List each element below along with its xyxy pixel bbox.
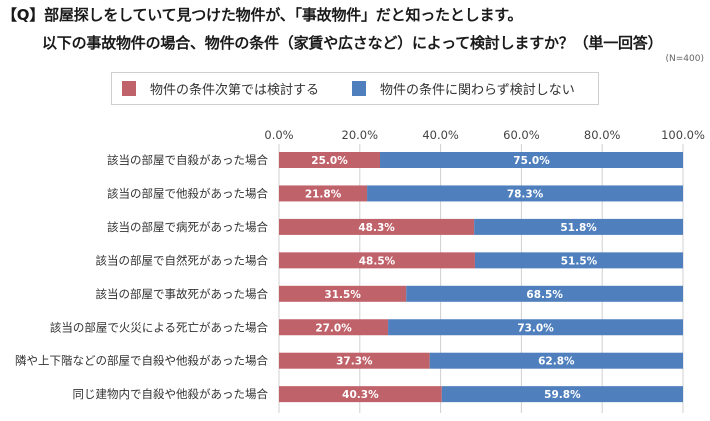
legend-swatch-not-consider	[352, 81, 366, 96]
bar-segment-not-consider	[474, 252, 683, 269]
data-label: 73.0%	[517, 322, 554, 334]
legend-label-consider: 物件の条件次第では検討する	[150, 83, 320, 98]
data-label: 21.8%	[305, 188, 342, 200]
bar-segment-not-consider	[474, 218, 683, 235]
x-tick-label: 0.0%	[264, 128, 293, 142]
bar-segment-consider	[279, 285, 407, 302]
data-label: 59.8%	[544, 389, 581, 401]
category-label: 隣や上下階などの部屋で自殺や他殺があった場合	[15, 354, 268, 368]
x-tick-label: 100.0%	[661, 128, 705, 142]
data-label: 31.5%	[324, 289, 361, 301]
x-tick-label: 80.0%	[584, 128, 621, 142]
category-label: 該当の部屋で他殺があった場合	[107, 186, 268, 200]
data-label: 51.5%	[561, 255, 598, 267]
legend: 物件の条件次第では検討する 物件の条件に関わらず検討しない	[111, 72, 599, 105]
bar-segment-consider	[279, 152, 380, 168]
data-label: 68.5%	[526, 289, 563, 301]
x-tick-label: 60.0%	[503, 128, 540, 142]
legend-label-not-consider: 物件の条件に関わらず検討しない	[380, 83, 575, 98]
data-label: 78.3%	[507, 188, 544, 200]
legend-item-consider: 物件の条件次第では検討する	[122, 73, 319, 104]
x-tick-label: 40.0%	[422, 128, 459, 142]
data-label: 48.3%	[358, 222, 395, 234]
data-label: 37.3%	[336, 356, 373, 368]
bar-segment-consider	[279, 352, 430, 369]
category-label: 該当の部屋で事故死があった場合	[96, 287, 269, 301]
category-label: 該当の部屋で火災による死亡があった場合	[50, 320, 269, 334]
bar-segment-consider	[279, 185, 368, 202]
category-label: 該当の部屋で病死があった場合	[107, 220, 268, 234]
chart-title-line-2: 以下の事故物件の場合、物件の条件（家賃や広さなど）によって検討しますか？（単一回…	[42, 34, 663, 52]
legend-item-not-consider: 物件の条件に関わらず検討しない	[352, 73, 575, 104]
data-label: 75.0%	[513, 155, 550, 167]
data-label: 62.8%	[538, 356, 575, 368]
category-label: 同じ建物内で自殺や他殺があった場合	[73, 387, 269, 401]
bar-segment-not-consider	[406, 285, 683, 302]
bar-segment-not-consider	[388, 319, 683, 336]
bar-segment-consider	[279, 218, 475, 235]
chart-title-line-1: 【Q】部屋探しをしていて見つけた物件が、「事故物件」だと知ったとします。	[2, 6, 523, 24]
data-label: 27.0%	[315, 322, 352, 334]
sample-size-note: (N=400)	[665, 54, 704, 64]
bar-segment-consider	[279, 319, 389, 336]
data-label: 40.3%	[342, 389, 379, 401]
category-label: 該当の部屋で自然死があった場合	[96, 253, 269, 267]
bar-segment-not-consider	[380, 152, 683, 168]
bar-segment-not-consider	[429, 352, 683, 369]
legend-swatch-consider	[122, 81, 136, 96]
data-label: 51.8%	[560, 222, 597, 234]
bar-segment-consider	[279, 386, 442, 403]
bar-segment-not-consider	[441, 386, 683, 403]
bar-segment-consider	[279, 252, 475, 269]
x-tick-label: 20.0%	[342, 128, 379, 142]
bar-segment-not-consider	[367, 185, 683, 202]
data-label: 48.5%	[359, 255, 396, 267]
category-label: 該当の部屋で自殺があった場合	[107, 153, 268, 167]
data-label: 25.0%	[311, 155, 348, 167]
